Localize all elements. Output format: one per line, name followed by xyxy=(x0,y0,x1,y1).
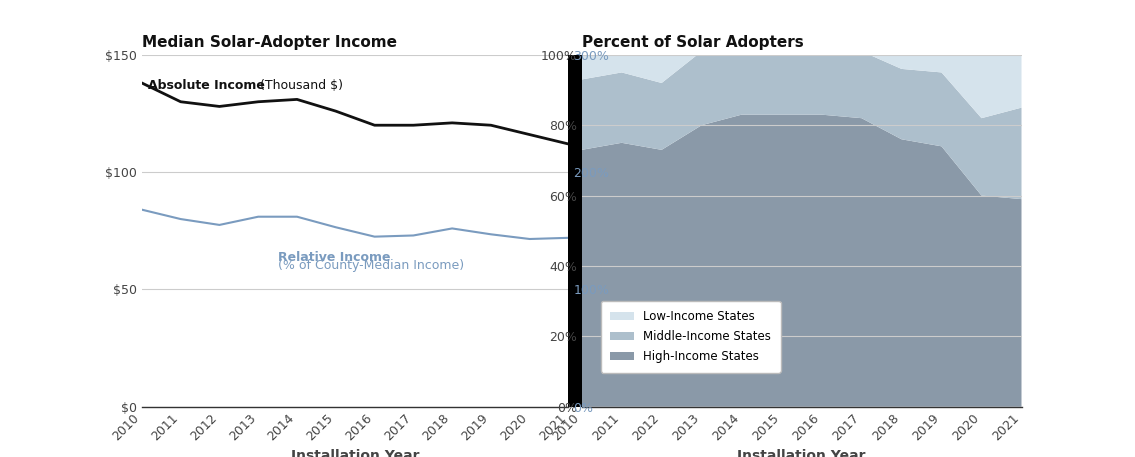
Text: (% of County-Median Income): (% of County-Median Income) xyxy=(278,259,464,272)
Text: (Thousand $): (Thousand $) xyxy=(260,80,343,92)
Text: Relative Income: Relative Income xyxy=(278,251,390,264)
Legend: Low-Income States, Middle-Income States, High-Income States: Low-Income States, Middle-Income States,… xyxy=(600,301,781,372)
Text: Median Solar-Adopter Income: Median Solar-Adopter Income xyxy=(142,35,397,49)
X-axis label: Installation Year: Installation Year xyxy=(291,449,420,457)
X-axis label: Installation Year: Installation Year xyxy=(738,449,866,457)
Text: Absolute Income: Absolute Income xyxy=(148,80,264,92)
Text: Percent of Solar Adopters: Percent of Solar Adopters xyxy=(582,35,804,49)
